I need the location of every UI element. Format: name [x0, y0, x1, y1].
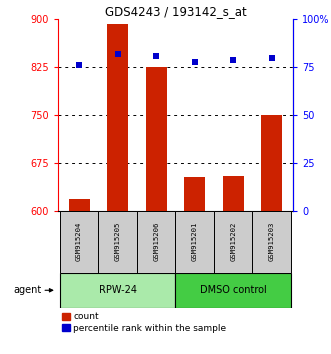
- Bar: [175, 273, 291, 308]
- Text: GSM915206: GSM915206: [153, 222, 159, 261]
- Bar: [60, 211, 98, 273]
- Bar: [175, 211, 214, 273]
- Text: GSM915202: GSM915202: [230, 222, 236, 261]
- Text: DMSO control: DMSO control: [200, 285, 266, 295]
- Text: GSM915204: GSM915204: [76, 222, 82, 261]
- Legend: count, percentile rank within the sample: count, percentile rank within the sample: [63, 313, 226, 333]
- Bar: [253, 211, 291, 273]
- Point: [154, 53, 159, 59]
- Title: GDS4243 / 193142_s_at: GDS4243 / 193142_s_at: [105, 5, 246, 18]
- Text: agent: agent: [14, 285, 42, 295]
- Text: GSM915203: GSM915203: [269, 222, 275, 261]
- Bar: [223, 176, 244, 211]
- Text: GSM915205: GSM915205: [115, 222, 120, 261]
- Bar: [60, 273, 175, 308]
- Bar: [69, 199, 90, 211]
- Bar: [184, 177, 205, 211]
- Point: [192, 59, 197, 64]
- Point: [76, 63, 82, 68]
- Point: [115, 51, 120, 57]
- Bar: [98, 211, 137, 273]
- Bar: [146, 67, 167, 211]
- Text: RPW-24: RPW-24: [99, 285, 137, 295]
- Bar: [214, 211, 253, 273]
- Bar: [261, 115, 282, 211]
- Point: [269, 55, 274, 61]
- Bar: [107, 24, 128, 211]
- Bar: [137, 211, 175, 273]
- Point: [231, 57, 236, 62]
- Text: GSM915201: GSM915201: [192, 222, 198, 261]
